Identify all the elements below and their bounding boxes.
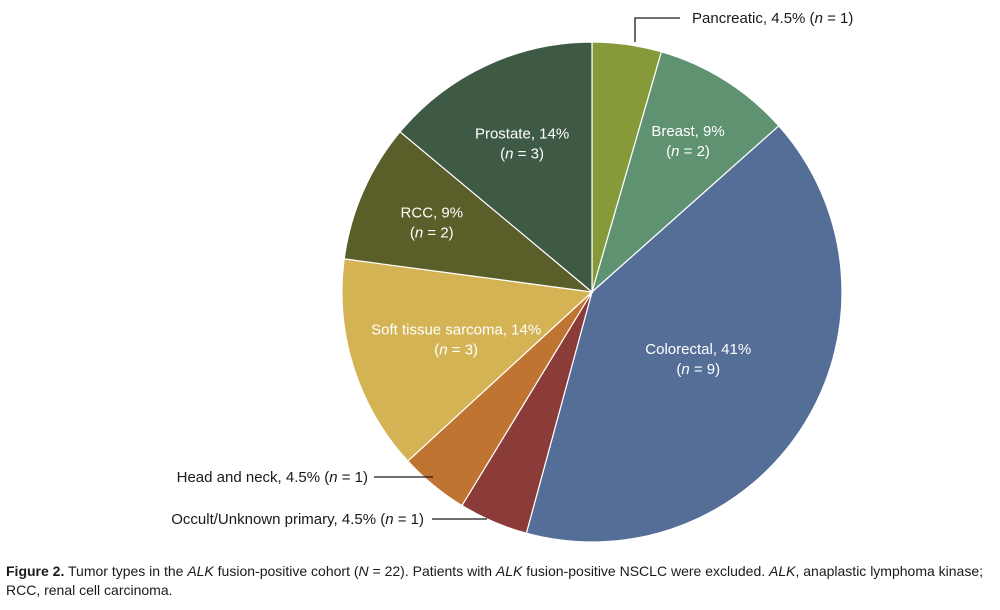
caption-alk-2: ALK (495, 563, 523, 579)
slice-rcc (343, 130, 594, 293)
pie-slices (341, 41, 843, 543)
slice-label-pancreatic: Pancreatic, 4.5% (n = 1) (692, 10, 853, 27)
figure-caption: Figure 2. Tumor types in the ALK fusion-… (6, 562, 996, 600)
slice-label-colorectal: Colorectal, 41% (n = 9) (645, 341, 751, 378)
leader-line-pancreatic (634, 17, 680, 42)
caption-text-4: fusion-positive NSCLC were excluded. (522, 563, 770, 579)
pie-chart: Pancreatic, 4.5% (n = 1) Breast, 9% (n = 2… (171, 10, 853, 543)
caption-text-5: , anaplastic lymphoma kinase; RCC, renal… (6, 563, 984, 598)
caption-alk-1: ALK (187, 563, 214, 579)
caption-text-3: = 22). Patients with (368, 563, 496, 579)
slice-label-prostate: Prostate, 14% (n = 3) (475, 126, 569, 163)
slice-breast (590, 51, 780, 294)
slice-soft-tissue-sarcoma (341, 258, 594, 462)
caption-text-1: Tumor types in the (64, 563, 188, 579)
slice-colorectal (525, 125, 843, 543)
slice-label-soft-tissue-sarcoma: Soft tissue sarcoma, 14% (n = 3) (371, 322, 541, 359)
pie-labels: Pancreatic, 4.5% (n = 1) Breast, 9% (n = 2… (171, 10, 853, 528)
caption-text-2: fusion-positive cohort ( (213, 563, 359, 579)
slice-label-head-and-neck: Head and neck, 4.5% (n = 1) (177, 469, 368, 486)
slice-prostate (399, 41, 593, 294)
figure-label: Figure 2. (6, 563, 65, 579)
slice-label-breast: Breast, 9% (n = 2) (651, 123, 724, 160)
pie-chart-svg: Pancreatic, 4.5% (n = 1) Breast, 9% (n = 2… (171, 10, 853, 543)
caption-n-variable: N (358, 563, 369, 579)
slice-label-occult-unknown-primary: Occult/Unknown primary, 4.5% (n = 1) (171, 511, 424, 528)
slice-label-rcc: RCC, 9% (n = 2) (401, 205, 464, 242)
caption-alk-3: ALK (769, 563, 796, 579)
